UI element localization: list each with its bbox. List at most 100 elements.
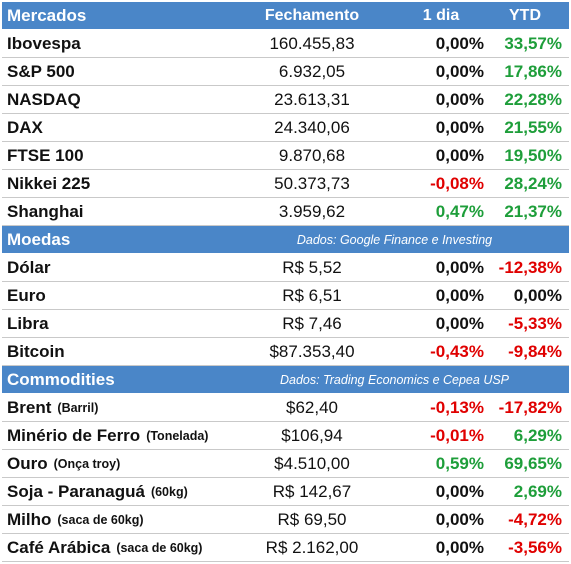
ytd-change: 17,86% (504, 61, 562, 81)
asset-label: Shanghai (7, 201, 84, 221)
asset-name: Dólar (7, 254, 50, 281)
asset-name: DAX (7, 114, 43, 141)
ytd-change: 33,57% (504, 33, 562, 53)
closing-value: R$ 2.162,00 (265, 537, 359, 557)
asset-name: Café Arábica (saca de 60kg) (7, 534, 202, 561)
table-row: Minério de Ferro (Tonelada) $106,94 -0,01% 6… (2, 422, 569, 450)
ytd-change: -12,38% (498, 257, 562, 277)
section-title: Moedas (7, 229, 71, 249)
asset-name: FTSE 100 (7, 142, 84, 169)
closing-value: $62,40 (286, 397, 338, 417)
ytd-change: 6,29% (513, 425, 562, 445)
day-change: 0,00% (435, 313, 484, 333)
asset-label: Dólar (7, 257, 51, 277)
table-row: Brent (Barril) $62,40 -0,13% -17,82% (2, 394, 569, 422)
asset-name: Euro (7, 282, 46, 309)
day-change: 0,00% (435, 89, 484, 109)
asset-name: Shanghai (7, 198, 84, 225)
asset-name: S&P 500 (7, 58, 75, 85)
asset-label: Ibovespa (7, 33, 81, 53)
table-row: Ouro (Onça troy) $4.510,00 0,59% 69,65% (2, 450, 569, 478)
day-change: 0,59% (435, 453, 484, 473)
asset-name: Milho (saca de 60kg) (7, 506, 144, 533)
closing-value: 9.870,68 (278, 145, 346, 165)
asset-name: Nikkei 225 (7, 170, 90, 197)
table-row: Nikkei 225 50.373,73 -0,08% 28,24% (2, 170, 569, 198)
closing-value: 24.340,06 (274, 117, 350, 137)
table-row: Euro R$ 6,51 0,00% 0,00% (2, 282, 569, 310)
closing-value: 50.373,73 (274, 173, 350, 193)
section-header-mercados: Mercados Fechamento 1 dia YTD (2, 2, 569, 30)
closing-value: 23.613,31 (274, 89, 350, 109)
ytd-change: 21,37% (504, 201, 562, 221)
table-row: Shanghai 3.959,62 0,47% 21,37% (2, 198, 569, 226)
asset-name: Bitcoin (7, 338, 65, 365)
closing-value: R$ 69,50 (277, 509, 347, 529)
asset-unit: (Barril) (57, 400, 99, 415)
table-row: DAX 24.340,06 0,00% 21,55% (2, 114, 569, 142)
day-change: -0,08% (430, 173, 484, 193)
asset-label: Euro (7, 285, 46, 305)
ytd-change: 0,00% (513, 285, 562, 305)
asset-unit: (Onça troy) (53, 456, 121, 471)
asset-label: Bitcoin (7, 341, 65, 361)
table-row: Milho (saca de 60kg) R$ 69,50 0,00% -4,72% (2, 506, 569, 534)
asset-name: Ouro (Onça troy) (7, 450, 120, 477)
day-change: 0,00% (435, 537, 484, 557)
closing-value: 160.455,83 (269, 33, 355, 53)
table-row: Ibovespa 160.455,83 0,00% 33,57% (2, 30, 569, 58)
table-row: FTSE 100 9.870,68 0,00% 19,50% (2, 142, 569, 170)
asset-unit: (saca de 60kg) (116, 540, 203, 555)
asset-label: NASDAQ (7, 89, 81, 109)
closing-value: 3.959,62 (278, 201, 346, 221)
section-title: Mercados (7, 5, 87, 25)
day-change: 0,00% (435, 145, 484, 165)
ytd-change: -17,82% (498, 397, 562, 417)
asset-unit: (Tonelada) (146, 428, 209, 443)
ytd-change: 2,69% (513, 481, 562, 501)
day-change: 0,00% (435, 257, 484, 277)
day-change: 0,00% (435, 33, 484, 53)
asset-name: Ibovespa (7, 30, 81, 57)
table-row: S&P 500 6.932,05 0,00% 17,86% (2, 58, 569, 86)
day-change: -0,01% (430, 425, 484, 445)
section-header-commodities: Commodities Dados: Trading Economics e Ce… (2, 366, 569, 394)
closing-value: R$ 7,46 (282, 313, 342, 333)
ytd-change: -4,72% (508, 509, 562, 529)
ytd-change: -5,33% (508, 313, 562, 333)
asset-name: NASDAQ (7, 86, 81, 113)
column-header-ytd: YTD (509, 6, 541, 24)
asset-label: Café Arábica (7, 537, 111, 557)
closing-value: $106,94 (281, 425, 343, 445)
day-change: 0,47% (435, 201, 484, 221)
section-header-moedas: Moedas Dados: Google Finance e Investing (2, 226, 569, 254)
table-row: Soja - Paranaguá (60kg) R$ 142,67 0,00% 2,69… (2, 478, 569, 506)
closing-value: R$ 6,51 (282, 285, 342, 305)
day-change: -0,13% (430, 397, 484, 417)
day-change: 0,00% (435, 481, 484, 501)
day-change: 0,00% (435, 509, 484, 529)
asset-name: Minério de Ferro (Tonelada) (7, 422, 208, 449)
ytd-change: 69,65% (504, 453, 562, 473)
section-title: Commodities (7, 369, 115, 389)
day-change: 0,00% (435, 117, 484, 137)
ytd-change: 28,24% (504, 173, 562, 193)
day-change: 0,00% (435, 285, 484, 305)
asset-label: DAX (7, 117, 43, 137)
data-source-note: Dados: Google Finance e Investing (296, 232, 493, 247)
asset-label: Libra (7, 313, 49, 333)
column-header-close: Fechamento (264, 6, 360, 24)
asset-name: Soja - Paranaguá (60kg) (7, 478, 188, 505)
table-row: Libra R$ 7,46 0,00% -5,33% (2, 310, 569, 338)
table-row: Dólar R$ 5,52 0,00% -12,38% (2, 254, 569, 282)
asset-label: Milho (7, 509, 52, 529)
day-change: -0,43% (430, 341, 484, 361)
asset-label: S&P 500 (7, 61, 75, 81)
ytd-change: 19,50% (504, 145, 562, 165)
closing-value: $4.510,00 (274, 453, 350, 473)
asset-label: Soja - Paranaguá (7, 481, 145, 501)
table-row: Bitcoin $87.353,40 -0,43% -9,84% (2, 338, 569, 366)
closing-value: $87.353,40 (269, 341, 355, 361)
closing-value: 6.932,05 (278, 61, 346, 81)
